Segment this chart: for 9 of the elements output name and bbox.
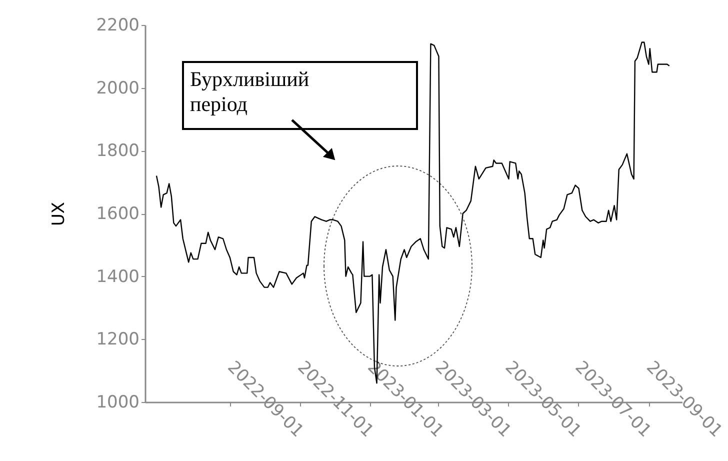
y-tick-label: 1800 xyxy=(96,141,140,162)
annotation: Бурхливіший період xyxy=(190,67,310,116)
y-axis-title: UX xyxy=(49,202,70,226)
y-tick-label: 1200 xyxy=(96,330,140,350)
y-tick-label: 1400 xyxy=(96,266,140,287)
y-tick-label: 2000 xyxy=(96,78,140,98)
y-tick-label: 1600 xyxy=(96,204,140,224)
y-tick-label: 2200 xyxy=(96,16,140,36)
y-tick-label: 1000 xyxy=(96,392,140,412)
